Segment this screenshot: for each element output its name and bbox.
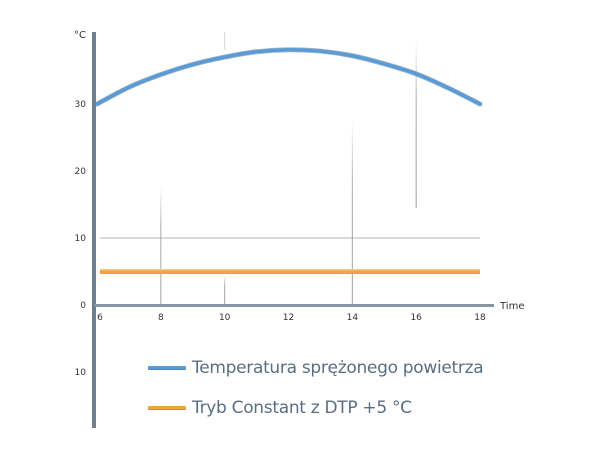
y-tick-label: 20 (75, 167, 87, 177)
series-layer (94, 47, 483, 274)
x-tick-label: 8 (158, 313, 164, 323)
x-tick-label: 18 (474, 313, 486, 323)
series-line-constant-mode-highlight (100, 269, 480, 271)
y-tick-label: 10 (75, 368, 87, 378)
gridline-x-10-top (224, 32, 226, 50)
x-axis-unit-label: Time (499, 301, 524, 312)
legend-swatch-constant-mode (148, 406, 186, 410)
grid-layer (100, 32, 480, 305)
series-line-constant-mode (100, 269, 480, 274)
x-tick-label: 12 (283, 313, 294, 323)
legend-item-temperature[interactable]: Temperatura sprężonego powietrza (148, 348, 484, 388)
axis-layer: °C Time (74, 30, 524, 428)
legend-label: Tryb Constant z DTP +5 °C (192, 398, 412, 418)
y-axis-line (92, 32, 96, 428)
gridline-x-14 (351, 120, 353, 305)
gridline-x-16 (415, 40, 417, 208)
legend-swatch-temperature (148, 366, 186, 370)
legend-item-constant-mode[interactable]: Tryb Constant z DTP +5 °C (148, 388, 483, 428)
y-axis-unit-label: °C (74, 30, 86, 41)
gridline-x-8 (160, 185, 162, 305)
x-tick-label: 14 (347, 313, 359, 323)
series-line-temperature (95, 47, 482, 106)
y-tick-label: 10 (75, 234, 87, 244)
x-axis-line (94, 304, 494, 307)
x-tick-label: 6 (97, 313, 103, 323)
y-tick-label: 0 (80, 301, 86, 311)
legend-label: Temperatura sprężonego powietrza (192, 358, 484, 378)
x-tick-label: 16 (410, 313, 422, 323)
y-tick-label: 30 (75, 100, 87, 110)
legend: Temperatura sprężonego powietrza Tryb Co… (148, 348, 484, 428)
gridline-x-10 (224, 275, 226, 305)
tick-layer: 6 8 10 12 14 16 18 30 20 10 0 10 (75, 100, 486, 378)
x-tick-label: 10 (219, 313, 231, 323)
